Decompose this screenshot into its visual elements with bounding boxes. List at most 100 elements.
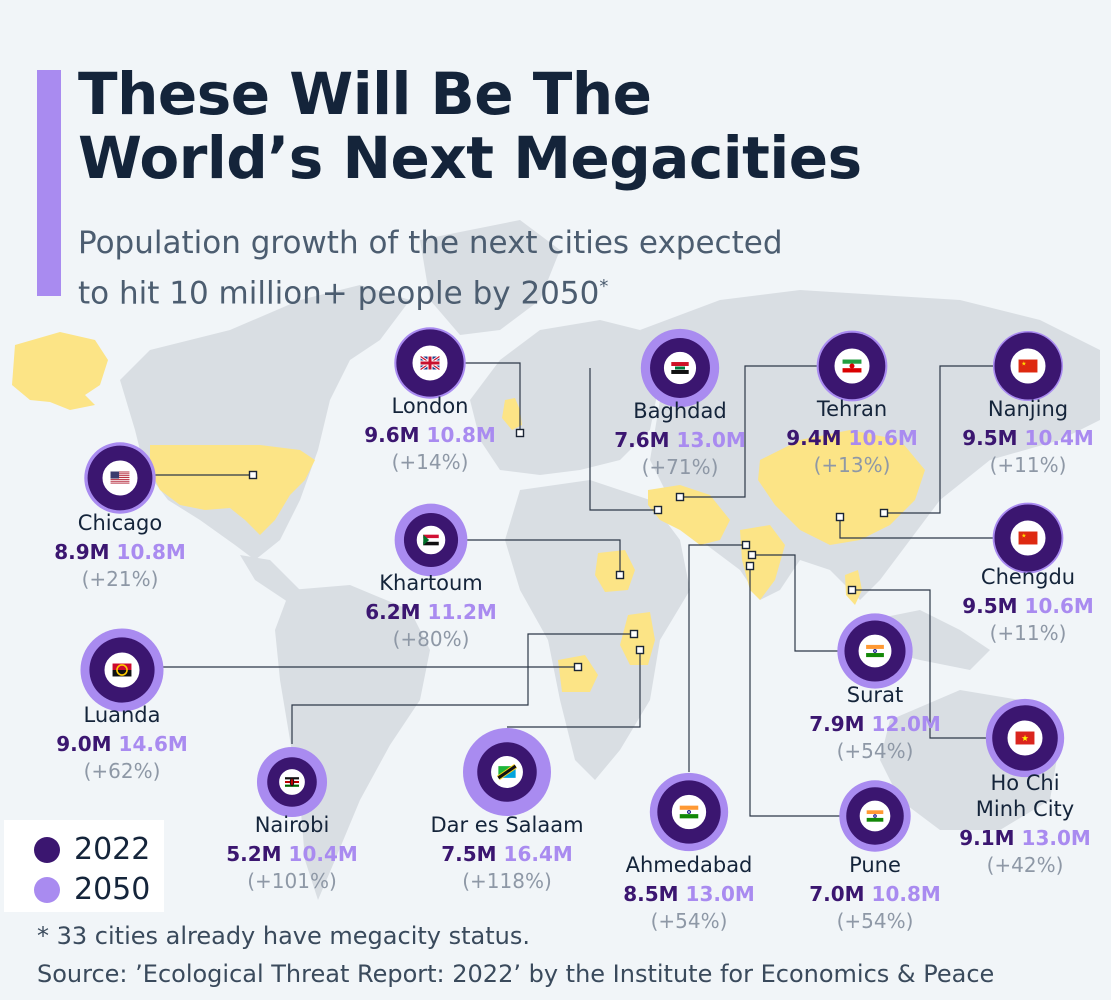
land-alaska xyxy=(12,332,108,410)
value-2050-nanjing: 10.4M xyxy=(1025,426,1094,450)
land-africa xyxy=(505,480,690,780)
city-label-khartoum: Khartoum 6.2M 11.2M (+80%) xyxy=(365,571,497,651)
city-values-chicago: 8.9M 10.8M xyxy=(54,540,186,564)
city-label-pune: Pune 7.0M 10.8M (+54%) xyxy=(809,853,941,933)
growth-tehran: (+13%) xyxy=(814,453,891,477)
kenya-flag-icon xyxy=(278,768,306,796)
value-2050-nairobi: 10.4M xyxy=(289,842,358,866)
india-flag-icon xyxy=(857,633,893,669)
value-2050-luanda: 14.6M xyxy=(119,732,188,756)
value-2022-ahmedabad: 8.5M xyxy=(623,882,678,906)
city-marker-chicago xyxy=(248,470,258,480)
legend-label-2050: 2050 xyxy=(74,872,151,907)
city-marker-chengdu xyxy=(835,512,845,522)
city-marker-khartoum xyxy=(615,570,625,580)
city-marker-ahmedabad xyxy=(741,540,751,550)
city-marker-dar-es-salaam xyxy=(635,645,645,655)
city-label-tehran: Tehran 9.4M 10.6M (+13%) xyxy=(786,397,918,477)
highlight-kenya-tanzania xyxy=(620,612,655,665)
city-marker-london xyxy=(515,428,525,438)
land-greenland xyxy=(420,220,560,335)
city-marker-tehran xyxy=(675,492,685,502)
value-2050-pune: 10.8M xyxy=(872,882,941,906)
highlight-angola xyxy=(558,655,598,692)
city-label-chengdu: Chengdu 9.5M 10.6M (+11%) xyxy=(962,565,1094,645)
city-values-dar-es-salaam: 7.5M 16.4M xyxy=(441,842,573,866)
growth-ahmedabad: (+54%) xyxy=(651,909,728,933)
india-flag-icon xyxy=(858,799,892,833)
value-2022-nanjing: 9.5M xyxy=(962,426,1017,450)
city-values-tehran: 9.4M 10.6M xyxy=(786,426,918,450)
value-2022-dar-es-salaam: 7.5M xyxy=(441,842,496,866)
angola-flag-icon xyxy=(103,651,141,689)
value-2050-dar-es-salaam: 16.4M xyxy=(504,842,573,866)
city-marker-ho-chi-minh-city xyxy=(847,585,857,595)
city-marker-nanjing xyxy=(879,508,889,518)
city-label-nanjing: Nanjing 9.5M 10.4M (+11%) xyxy=(962,397,1094,477)
city-name-surat: Surat xyxy=(847,683,903,707)
city-values-ho-chi-minh-city: 9.1M 13.0M xyxy=(959,826,1091,850)
value-2050-ahmedabad: 13.0M xyxy=(686,882,755,906)
city-name-pune: Pune xyxy=(849,853,901,877)
leader-line-baghdad xyxy=(589,368,658,511)
city-values-khartoum: 6.2M 11.2M xyxy=(365,600,497,624)
city-label-baghdad: Baghdad 7.6M 13.0M (+71%) xyxy=(614,399,746,479)
legend-item-2050: 2050 xyxy=(34,872,150,907)
growth-luanda: (+62%) xyxy=(84,759,161,783)
title-accent-bar xyxy=(37,70,61,296)
growth-nanjing: (+11%) xyxy=(990,453,1067,477)
india-flag-icon xyxy=(670,793,708,831)
sudan-flag-icon xyxy=(415,524,447,556)
city-marker-pune xyxy=(745,561,755,571)
iraq-flag-icon xyxy=(662,350,698,386)
city-name-ahmedabad: Ahmedabad xyxy=(626,853,753,877)
leader-line-tehran xyxy=(680,365,819,498)
highlight-india xyxy=(740,525,785,600)
value-2022-london: 9.6M xyxy=(364,423,419,447)
value-2022-surat: 7.9M xyxy=(809,712,864,736)
city-values-london: 9.6M 10.8M xyxy=(364,423,496,447)
value-2050-baghdad: 13.0M xyxy=(677,428,746,452)
city-labels: London 9.6M 10.8M (+14%) Baghdad 7.6M 13.0M (+7… xyxy=(54,394,1094,933)
leader-line-surat xyxy=(752,554,842,652)
highlight-sudan xyxy=(595,550,635,592)
value-2022-ho-chi-minh-city: 9.1M xyxy=(959,826,1014,850)
leader-line-dar-es-salaam xyxy=(507,650,641,728)
source-note: Source: ’Ecological Threat Report: 2022’… xyxy=(37,960,995,988)
city-name-chengdu: Chengdu xyxy=(981,565,1075,589)
city-name-khartoum: Khartoum xyxy=(379,571,482,595)
growth-dar-es-salaam: (+118%) xyxy=(462,869,552,893)
growth-surat: (+54%) xyxy=(837,739,914,763)
legend: 2022 2050 xyxy=(4,820,164,912)
leader-line-nairobi xyxy=(291,633,634,744)
page-subtitle: Population growth of the next cities exp… xyxy=(78,222,783,315)
legend-dot-2050 xyxy=(34,876,60,903)
city-name-nanjing: Nanjing xyxy=(988,397,1068,421)
subtitle-line-2: to hit 10 million+ people by 2050* xyxy=(78,265,783,315)
city-values-nairobi: 5.2M 10.4M xyxy=(226,842,358,866)
legend-label-2022: 2022 xyxy=(74,832,151,867)
growth-nairobi: (+101%) xyxy=(247,869,337,893)
city-label-ahmedabad: Ahmedabad 8.5M 13.0M (+54%) xyxy=(623,853,755,933)
subtitle-line-1: Population growth of the next cities exp… xyxy=(78,225,783,261)
leader-line-ho-chi-minh-city xyxy=(852,589,988,739)
highlight-iraq-iran xyxy=(648,485,730,545)
value-2050-london: 10.8M xyxy=(427,423,496,447)
city-name-tehran: Tehran xyxy=(816,397,887,421)
city-values-luanda: 9.0M 14.6M xyxy=(56,732,188,756)
highlight-usa xyxy=(150,445,315,535)
leader-line-chengdu xyxy=(839,517,995,539)
city-values-nanjing: 9.5M 10.4M xyxy=(962,426,1094,450)
svg-text:★: ★ xyxy=(1021,360,1026,367)
city-name-dar-es-salaam: Dar es Salaam xyxy=(430,813,583,837)
city-label-dar-es-salaam: Dar es Salaam 7.5M 16.4M (+118%) xyxy=(430,813,583,893)
usa-flag-icon xyxy=(101,459,139,497)
leader-line-nanjing xyxy=(884,365,995,514)
subtitle-footnote-mark: * xyxy=(599,276,609,297)
city-label-chicago: Chicago 8.9M 10.8M (+21%) xyxy=(54,511,186,591)
leader-line-pune xyxy=(749,566,842,817)
value-2050-surat: 12.0M xyxy=(872,712,941,736)
leader-line-ahmedabad xyxy=(688,544,746,772)
value-2022-tehran: 9.4M xyxy=(786,426,841,450)
